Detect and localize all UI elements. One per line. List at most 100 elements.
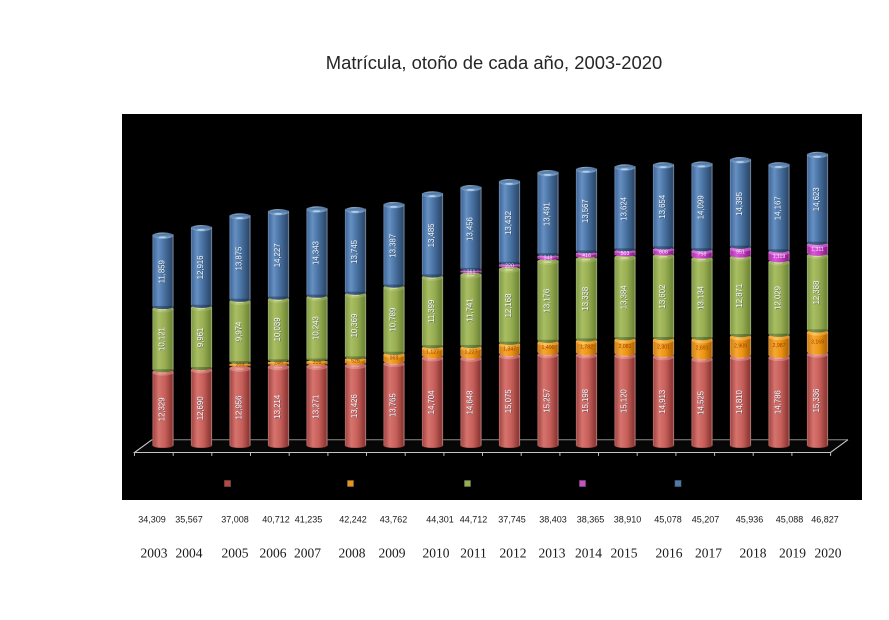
svg-text:13,602: 13,602 bbox=[658, 285, 667, 309]
svg-text:14,913: 14,913 bbox=[658, 390, 667, 414]
svg-text:2,987: 2,987 bbox=[773, 343, 786, 349]
svg-text:2,909: 2,909 bbox=[734, 343, 747, 349]
svg-text:13,745: 13,745 bbox=[350, 239, 359, 264]
svg-text:2009: 2009 bbox=[379, 546, 406, 561]
svg-text:14,227: 14,227 bbox=[273, 243, 282, 267]
svg-text:14,099: 14,099 bbox=[696, 195, 705, 219]
svg-text:220: 220 bbox=[505, 264, 514, 270]
svg-text:10,243: 10,243 bbox=[312, 317, 321, 341]
svg-text:14,623: 14,623 bbox=[813, 188, 822, 212]
svg-text:14,167: 14,167 bbox=[774, 197, 783, 221]
svg-text:13,338: 13,338 bbox=[582, 288, 591, 312]
svg-text:348: 348 bbox=[544, 255, 553, 261]
svg-text:2010: 2010 bbox=[423, 546, 450, 561]
svg-text:13,624: 13,624 bbox=[620, 197, 629, 222]
svg-text:45,936: 45,936 bbox=[736, 515, 764, 525]
svg-text:10,789: 10,789 bbox=[389, 308, 398, 332]
svg-text:15,120: 15,120 bbox=[619, 389, 628, 414]
svg-text:12,871: 12,871 bbox=[736, 285, 745, 309]
svg-text:2003: 2003 bbox=[141, 546, 168, 561]
svg-text:2,081: 2,081 bbox=[619, 344, 632, 350]
svg-text:13,485: 13,485 bbox=[428, 224, 437, 249]
svg-text:11,399: 11,399 bbox=[428, 300, 437, 323]
svg-text:2018: 2018 bbox=[740, 546, 767, 561]
svg-text:14,525: 14,525 bbox=[697, 391, 706, 416]
svg-text:13,624: 13,624 bbox=[619, 196, 628, 221]
svg-text:13,384: 13,384 bbox=[619, 285, 628, 310]
svg-text:13,432: 13,432 bbox=[504, 211, 513, 235]
svg-text:14,167: 14,167 bbox=[773, 196, 782, 220]
svg-text:12,956: 12,956 bbox=[235, 396, 244, 420]
svg-text:14,810: 14,810 bbox=[736, 390, 745, 415]
svg-text:13,654: 13,654 bbox=[658, 194, 667, 219]
svg-text:2012: 2012 bbox=[500, 546, 527, 561]
svg-text:13,384: 13,384 bbox=[620, 286, 629, 311]
svg-text:11,741: 11,741 bbox=[466, 299, 475, 322]
svg-text:44,301: 44,301 bbox=[426, 515, 454, 525]
svg-text:10,369: 10,369 bbox=[351, 314, 360, 338]
svg-text:2,691: 2,691 bbox=[696, 346, 709, 352]
svg-text:15,075: 15,075 bbox=[505, 389, 514, 414]
svg-text:14,648: 14,648 bbox=[466, 391, 475, 415]
svg-text:10,121: 10,121 bbox=[157, 327, 166, 351]
svg-text:1,227: 1,227 bbox=[465, 349, 478, 355]
svg-text:2005: 2005 bbox=[222, 546, 249, 561]
svg-text:13,456: 13,456 bbox=[466, 218, 475, 242]
svg-text:14,810: 14,810 bbox=[735, 389, 744, 414]
svg-text:2006: 2006 bbox=[260, 546, 287, 561]
svg-text:13,387: 13,387 bbox=[388, 234, 397, 258]
svg-text:12,168: 12,168 bbox=[504, 294, 513, 318]
svg-text:2004: 2004 bbox=[176, 546, 203, 561]
svg-text:13,338: 13,338 bbox=[581, 287, 590, 311]
svg-text:Matrícula, otoño de cada año,: Matrícula, otoño de cada año, 2003-2020 bbox=[326, 52, 662, 73]
svg-text:161: 161 bbox=[467, 270, 476, 276]
svg-text:13,875: 13,875 bbox=[234, 246, 243, 271]
svg-text:13,567: 13,567 bbox=[581, 199, 590, 223]
svg-text:37,745: 37,745 bbox=[498, 515, 526, 525]
svg-text:12,916: 12,916 bbox=[196, 256, 205, 280]
svg-text:526: 526 bbox=[351, 359, 360, 365]
svg-text:35,567: 35,567 bbox=[175, 515, 203, 525]
svg-text:37,008: 37,008 bbox=[221, 515, 249, 525]
svg-text:758: 758 bbox=[698, 252, 707, 258]
svg-text:13,176: 13,176 bbox=[542, 289, 551, 313]
svg-text:12,029: 12,029 bbox=[774, 287, 783, 311]
svg-text:1,311: 1,311 bbox=[811, 247, 824, 253]
svg-text:9,974: 9,974 bbox=[234, 321, 243, 341]
svg-text:13,654: 13,654 bbox=[659, 195, 668, 220]
svg-text:13,271: 13,271 bbox=[312, 395, 321, 419]
svg-text:13,432: 13,432 bbox=[505, 212, 514, 236]
svg-text:12,388: 12,388 bbox=[813, 281, 822, 305]
svg-text:2008: 2008 bbox=[339, 546, 366, 561]
svg-text:14,623: 14,623 bbox=[812, 187, 821, 211]
svg-text:2011: 2011 bbox=[460, 546, 487, 561]
svg-text:13,765: 13,765 bbox=[389, 393, 398, 418]
svg-text:14,704: 14,704 bbox=[427, 390, 436, 415]
svg-text:38,365: 38,365 bbox=[577, 515, 605, 525]
svg-text:40,712: 40,712 bbox=[262, 515, 290, 525]
svg-text:13,567: 13,567 bbox=[582, 200, 591, 224]
svg-text:1,347: 1,347 bbox=[503, 346, 516, 352]
svg-text:10,121: 10,121 bbox=[158, 328, 167, 352]
svg-text:41,235: 41,235 bbox=[295, 515, 323, 525]
svg-text:10,243: 10,243 bbox=[311, 316, 320, 340]
svg-text:15,120: 15,120 bbox=[620, 389, 629, 414]
svg-text:14,648: 14,648 bbox=[465, 391, 474, 415]
svg-text:12,956: 12,956 bbox=[234, 396, 243, 420]
svg-text:12,690: 12,690 bbox=[197, 396, 206, 421]
svg-text:2015: 2015 bbox=[611, 546, 638, 561]
svg-text:45,078: 45,078 bbox=[654, 515, 682, 525]
svg-text:14,395: 14,395 bbox=[735, 191, 744, 216]
svg-text:12,690: 12,690 bbox=[196, 396, 205, 421]
svg-text:3,169: 3,169 bbox=[811, 339, 824, 345]
svg-text:969: 969 bbox=[390, 355, 399, 361]
svg-text:12,029: 12,029 bbox=[773, 286, 782, 310]
svg-text:9,961: 9,961 bbox=[197, 328, 206, 348]
svg-text:14,913: 14,913 bbox=[659, 391, 668, 415]
svg-text:316: 316 bbox=[313, 360, 322, 366]
svg-text:13,491: 13,491 bbox=[543, 203, 552, 227]
svg-text:42,242: 42,242 bbox=[339, 515, 367, 525]
svg-text:2020: 2020 bbox=[815, 546, 842, 561]
svg-text:13,387: 13,387 bbox=[389, 235, 398, 259]
svg-text:11,399: 11,399 bbox=[427, 300, 436, 323]
